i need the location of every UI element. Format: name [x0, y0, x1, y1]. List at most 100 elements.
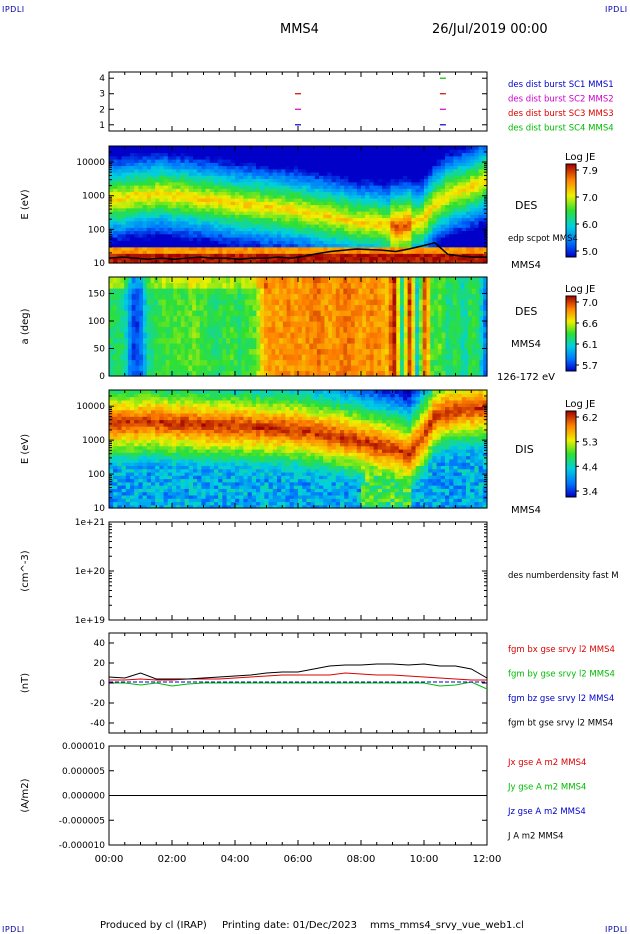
des-energy-panel-cell [180, 211, 186, 215]
date-title: 26/Jul/2019 00:00 [432, 22, 548, 37]
des-energy-panel-cell [314, 230, 320, 235]
des-energy-panel-cell [193, 246, 198, 251]
des-energy-panel-cell [121, 243, 127, 248]
des-energy-panel-cell [222, 220, 228, 225]
pitch-angle-panel-cell [343, 354, 348, 361]
pitch-angle-panel-cell [226, 354, 231, 361]
des-energy-panel-cell [323, 253, 328, 258]
des-energy-panel-cell [352, 207, 358, 212]
des-energy-panel-cell [218, 178, 223, 183]
des-energy-panel-cell [424, 220, 429, 225]
des-energy-panel-cell [142, 149, 148, 154]
des-energy-panel-cell [344, 230, 349, 235]
des-energy-panel-cell [445, 198, 450, 202]
pitch-angle-panel-cell [263, 315, 269, 322]
des-energy-panel-cell [235, 181, 240, 186]
pitch-angle-panel-cell [161, 299, 167, 306]
pitch-angle-panel-cell [415, 321, 420, 328]
des-energy-panel-cell [235, 253, 240, 258]
des-energy-panel-cell [373, 237, 379, 241]
des-energy-panel-cell [142, 146, 148, 150]
pitch-angle-panel-cell [127, 282, 133, 289]
des-energy-panel-cell [289, 198, 295, 202]
des-energy-panel-cell [113, 237, 118, 241]
pitch-angle-panel-cell [407, 299, 412, 306]
des-energy-panel-cell [445, 211, 450, 215]
des-energy-panel-cell [172, 175, 177, 180]
pitch-angle-panel-cell [328, 370, 333, 377]
des-energy-panel-cell [415, 250, 421, 254]
pitch-angle-panel-cell [305, 348, 310, 355]
pitch-angle-panel-cell [177, 343, 182, 350]
des-energy-panel-cell [344, 227, 349, 232]
des-energy-panel-cell [298, 149, 303, 154]
des-energy-panel-cell [310, 152, 316, 157]
des-energy-panel-cell [260, 224, 265, 228]
pitch-angle-panel-cell [407, 321, 412, 328]
des-energy-panel-cell [428, 250, 433, 254]
des-energy-panel-cell [403, 230, 408, 235]
pitch-angle-panel-cell [339, 321, 344, 328]
pitch-angle-panel-cell [426, 359, 431, 366]
des-energy-panel-cell [390, 217, 396, 222]
pitch-angle-panel-cell [203, 315, 208, 322]
des-energy-panel-cell [306, 259, 312, 264]
pitch-angle-panel-cell [263, 277, 269, 284]
pitch-angle-panel-cell [226, 299, 231, 306]
pitch-angle-panel-cell [294, 315, 299, 322]
des-energy-panel-cell [188, 172, 194, 176]
des-energy-panel-cell [461, 259, 467, 264]
pitch-angle-panel-cell [233, 359, 239, 366]
des-energy-panel-cell [361, 253, 366, 258]
des-energy-panel-cell [348, 217, 354, 222]
pitch-angle-panel-cell [279, 365, 284, 372]
des-energy-panel-cell [293, 152, 299, 157]
des-energy-panel-cell [474, 217, 480, 222]
des-energy-panel-cell [344, 165, 349, 170]
des-energy-panel-cell [407, 178, 412, 183]
des-energy-panel-cell [386, 168, 391, 173]
pitch-angle-panel-cell [165, 337, 171, 344]
pitch-angle-panel-cell [271, 370, 276, 377]
des-energy-panel-cell [285, 246, 291, 251]
des-energy-panel-cell [130, 168, 135, 173]
des-energy-panel-cell [230, 172, 236, 176]
des-energy-panel-cell [172, 168, 177, 173]
pitch-angle-panel-cell [218, 354, 223, 361]
des-energy-panel-cell [461, 178, 467, 183]
des-energy-panel-cell [474, 159, 480, 163]
des-energy-panel-cell [403, 155, 408, 160]
des-energy-panel-cell [167, 246, 173, 251]
des-energy-panel-cell [230, 259, 236, 264]
pitch-angle-panel-cell [384, 282, 390, 289]
des-energy-panel-cell [268, 185, 274, 189]
des-energy-panel-cell [163, 172, 169, 176]
pitch-angle-panel-cell [222, 299, 227, 306]
des-energy-panel-cell [403, 188, 408, 193]
des-energy-panel-cell [281, 240, 286, 245]
des-energy-panel-cell [193, 194, 198, 199]
pitch-angle-panel-cell [112, 288, 118, 295]
pitch-angle-panel-cell [214, 348, 220, 355]
des-energy-panel-cell [390, 165, 396, 170]
des-energy-panel-cell [390, 181, 396, 186]
des-energy-panel-cell [474, 259, 480, 264]
des-energy-panel-cell [260, 227, 265, 232]
pitch-angle-panel-cell [407, 315, 412, 322]
des-energy-panel-cell [424, 191, 429, 196]
pitch-angle-panel-cell [248, 337, 254, 344]
des-energy-panel-cell [323, 237, 328, 241]
des-energy-panel-cell [449, 250, 454, 254]
pitch-angle-panel-cell [282, 288, 288, 295]
des-energy-panel-cell [369, 256, 375, 261]
des-energy-panel-cell [251, 191, 257, 196]
des-energy-panel-cell [226, 233, 232, 238]
pitch-angle-panel-cell [112, 337, 118, 344]
des-energy-panel-cell [390, 168, 396, 173]
des-energy-panel-cell [327, 256, 333, 261]
des-energy-panel-cell [344, 246, 349, 251]
pitch-angle-panel-cell [343, 315, 348, 322]
des-energy-panel-cell [188, 181, 194, 186]
des-energy-panel-cell [327, 155, 333, 160]
pitch-angle-panel-cell [135, 337, 140, 344]
